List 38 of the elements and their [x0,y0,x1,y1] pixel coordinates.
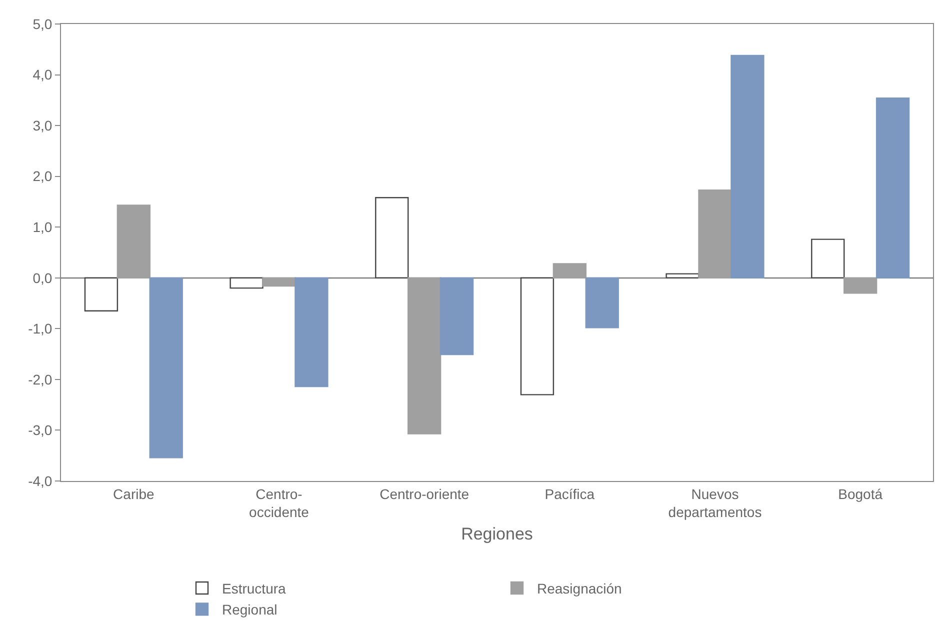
bar [408,277,442,434]
legend-label: Regional [222,602,278,618]
bar [844,277,878,294]
bar [585,277,619,328]
bar [262,277,296,287]
bar [698,189,732,278]
y-tick-label: -3,0 [28,422,52,438]
x-tick-label: Caribe [113,486,154,502]
bar [84,277,118,312]
legend-label: Estructura [222,580,286,596]
bar [294,277,328,388]
x-axis-title: Regiones [461,524,533,544]
y-tick-label: 0,0 [32,270,52,286]
y-tick-label: -4,0 [28,472,52,489]
bar [440,277,474,356]
bar [375,197,409,278]
legend-label: Reasignación [537,580,622,596]
y-tick-label: 3,0 [32,117,52,134]
bar [876,98,910,278]
y-tick-label: 5,0 [32,16,52,32]
y-tick-label: -2,0 [28,371,52,388]
bar [730,54,764,278]
bar [116,204,150,278]
bar [552,263,586,278]
bar [666,273,700,278]
bar [811,238,845,278]
y-tick-label: -1,0 [28,320,52,337]
bar [230,277,264,289]
x-tick-label: Bogotá [838,486,883,502]
x-tick-label: Nuevos departamentos [668,486,762,520]
y-tick-label: 1,0 [32,219,52,236]
bar [520,277,554,396]
x-tick-label: Centro- occidente [249,486,310,520]
bar [149,277,183,458]
x-tick-label: Centro-oriente [380,486,470,502]
y-tick-label: 4,0 [32,66,52,83]
y-tick-label: 2,0 [32,168,52,184]
x-tick-label: Pacífica [544,486,595,502]
